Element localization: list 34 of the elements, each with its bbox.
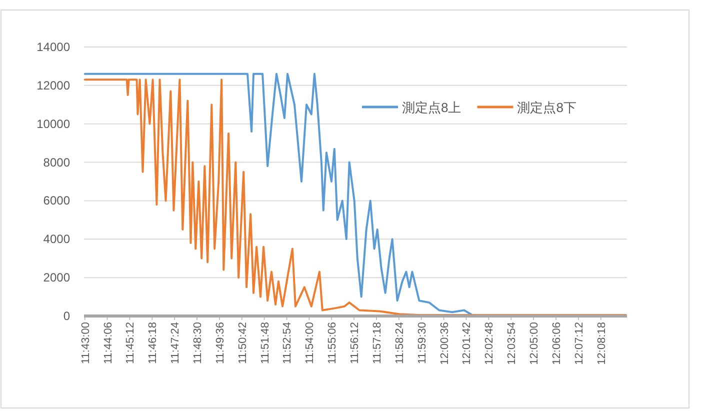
legend-label: 測定点8上 [402,100,462,115]
legend-label: 測定点8下 [517,100,576,115]
x-tick-label: 11:55:06 [326,322,339,364]
x-tick-label: 12:03:54 [506,322,518,365]
x-tick-label: 12:01:42 [461,322,474,365]
y-tick-label: 10000 [36,116,70,131]
x-tick-label: 12:02:48 [484,322,496,365]
x-tick-label: 11:43:00 [80,322,92,364]
x-tick-label: 11:58:24 [394,322,406,364]
x-tick-label: 11:51:48 [259,322,272,364]
x-tick-label: 11:52:54 [282,322,294,364]
x-tick-label: 11:48:30 [192,322,204,364]
y-tick-label: 6000 [43,194,70,208]
x-tick-label: 11:50:42 [236,322,249,364]
x-tick-label: 12:07:12 [573,322,586,365]
y-tick-label: 14000 [36,40,70,54]
x-tick-label: 11:54:00 [304,322,316,364]
x-tick-label: 11:44:06 [102,322,114,364]
x-tick-label: 11:45:12 [124,322,137,364]
y-tick-label: 0 [63,309,70,323]
x-tick-label: 12:05:00 [528,322,541,365]
y-tick-label: 4000 [43,232,70,246]
x-tick-label: 11:46:18 [147,322,160,364]
x-tick-label: 11:57:18 [371,322,384,364]
y-tick-label: 12000 [36,78,70,92]
x-tick-label: 12:06:06 [550,322,563,365]
x-tick-label: 11:59:30 [416,322,428,364]
x-tick-label: 12:08:18 [596,322,608,365]
x-tick-label: 12:00:36 [438,322,451,365]
y-tick-label: 2000 [43,270,70,285]
x-tick-label: 11:56:12 [349,322,362,364]
x-tick-label: 11:47:24 [170,322,182,364]
y-tick-label: 8000 [43,155,70,170]
x-tick-label: 11:49:36 [214,322,226,364]
